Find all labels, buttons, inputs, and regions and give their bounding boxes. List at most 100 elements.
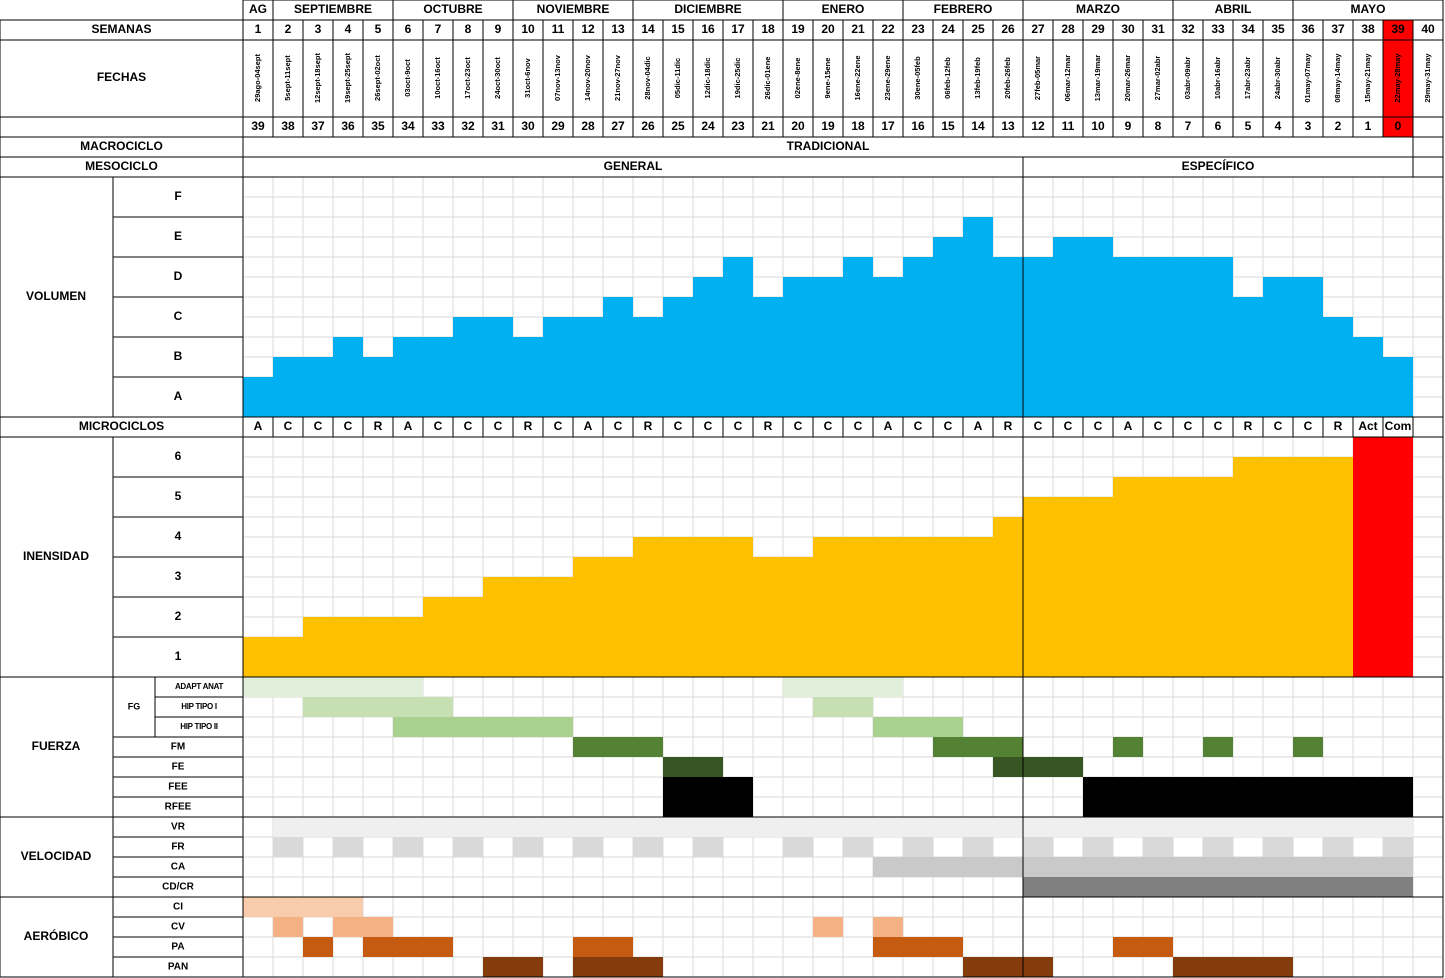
level-bar	[1293, 277, 1323, 417]
level-bar	[453, 597, 483, 677]
level-bar	[1053, 237, 1083, 417]
date-cell	[1322, 39, 1354, 118]
microcycle: C	[1094, 419, 1103, 433]
week-number: 11	[552, 22, 565, 36]
level-bar	[1233, 297, 1263, 417]
activity-span	[633, 837, 663, 857]
date-label: 02ene-8ene	[793, 58, 802, 99]
row-label: RFEE	[165, 802, 192, 813]
activity-span	[573, 737, 663, 757]
level-bar	[483, 577, 513, 677]
countdown-number: 26	[641, 119, 655, 133]
microcycle: R	[764, 419, 773, 433]
date-cell	[1292, 39, 1324, 118]
date-label: 12dic-18dic	[703, 58, 712, 99]
week-number: 33	[1211, 22, 1225, 36]
date-label: 22may-28may	[1393, 53, 1402, 103]
level-bar	[1263, 457, 1293, 677]
date-cell	[992, 39, 1024, 118]
microcycle: C	[1184, 419, 1193, 433]
week-number: 3	[315, 22, 322, 36]
activity-span	[903, 837, 933, 857]
level-bar	[1293, 457, 1323, 677]
date-label: 27feb-05mar	[1033, 56, 1042, 100]
microcycle: R	[1244, 419, 1253, 433]
week-number: 37	[1331, 22, 1345, 36]
countdown-number: 4	[1275, 119, 1282, 133]
volume-label: VOLUMEN	[26, 289, 86, 303]
microcycle: C	[614, 419, 623, 433]
activity-span	[393, 717, 573, 737]
week-number: 6	[405, 22, 412, 36]
activity-span	[243, 897, 363, 917]
microcycle: C	[314, 419, 323, 433]
microcycle: C	[1214, 419, 1223, 433]
countdown-number: 39	[251, 119, 265, 133]
mesocycle-label: MESOCICLO	[85, 159, 158, 173]
activity-span	[663, 777, 753, 797]
week-number: 27	[1031, 22, 1045, 36]
date-cell	[1382, 39, 1414, 118]
activity-span	[1173, 957, 1293, 977]
row-label: HIP TIPO I	[181, 702, 217, 711]
week-number: 24	[941, 22, 955, 36]
row-label: PAN	[168, 962, 188, 973]
week-number: 2	[285, 22, 292, 36]
countdown-number: 37	[311, 119, 325, 133]
level-bar	[1173, 257, 1203, 417]
microcycle: C	[854, 419, 863, 433]
level-bar	[243, 377, 273, 417]
activity-span	[963, 957, 1053, 977]
month-label: ENERO	[822, 2, 865, 16]
week-number: 21	[851, 22, 865, 36]
date-label: 20mar-26mar	[1123, 55, 1132, 102]
week-number: 23	[911, 22, 925, 36]
level-bar	[813, 537, 843, 677]
countdown-number: 5	[1245, 119, 1252, 133]
countdown-number: 9	[1125, 119, 1132, 133]
level-bar	[873, 537, 903, 677]
group-label: FG	[128, 701, 141, 711]
week-number: 38	[1361, 22, 1375, 36]
microcycles-label: MICROCICLOS	[79, 419, 164, 433]
countdown-number: 14	[971, 119, 985, 133]
level-bar	[1173, 477, 1203, 677]
microcycle: C	[734, 419, 743, 433]
microcycle: C	[344, 419, 353, 433]
date-label: 27mar-02abr	[1153, 56, 1162, 101]
level-bar	[423, 597, 453, 677]
section-label-cell	[0, 896, 114, 978]
microcycle: C	[554, 419, 563, 433]
date-label: 26dic-01ene	[763, 57, 772, 100]
countdown-number: 35	[371, 119, 385, 133]
countdown-number: 21	[761, 119, 775, 133]
level-label: D	[174, 269, 183, 283]
activity-span	[273, 837, 303, 857]
month-label: MARZO	[1076, 2, 1120, 16]
level-bar	[813, 277, 843, 417]
date-cell	[842, 39, 874, 118]
level-label: B	[174, 349, 183, 363]
week-number: 15	[671, 22, 685, 36]
level-bar	[753, 557, 783, 677]
level-bar	[873, 277, 903, 417]
activity-span	[513, 837, 543, 857]
month-label: ABRIL	[1215, 2, 1252, 16]
countdown-number: 36	[341, 119, 355, 133]
level-bar	[933, 237, 963, 417]
macrocycle-label: MACROCICLO	[80, 139, 163, 153]
week-number: 26	[1001, 22, 1015, 36]
microcycle: R	[1334, 419, 1343, 433]
level-label: 5	[175, 489, 182, 503]
week-number: 17	[731, 22, 745, 36]
level-bar	[273, 637, 303, 677]
week-number: 14	[641, 22, 655, 36]
week-number: 28	[1061, 22, 1075, 36]
activity-span	[1023, 837, 1053, 857]
level-bar	[1023, 497, 1053, 677]
microcycle: C	[824, 419, 833, 433]
section-label: FUERZA	[32, 739, 81, 753]
date-cell	[362, 39, 394, 118]
level-bar	[843, 257, 873, 417]
countdown-cell	[1412, 116, 1444, 138]
